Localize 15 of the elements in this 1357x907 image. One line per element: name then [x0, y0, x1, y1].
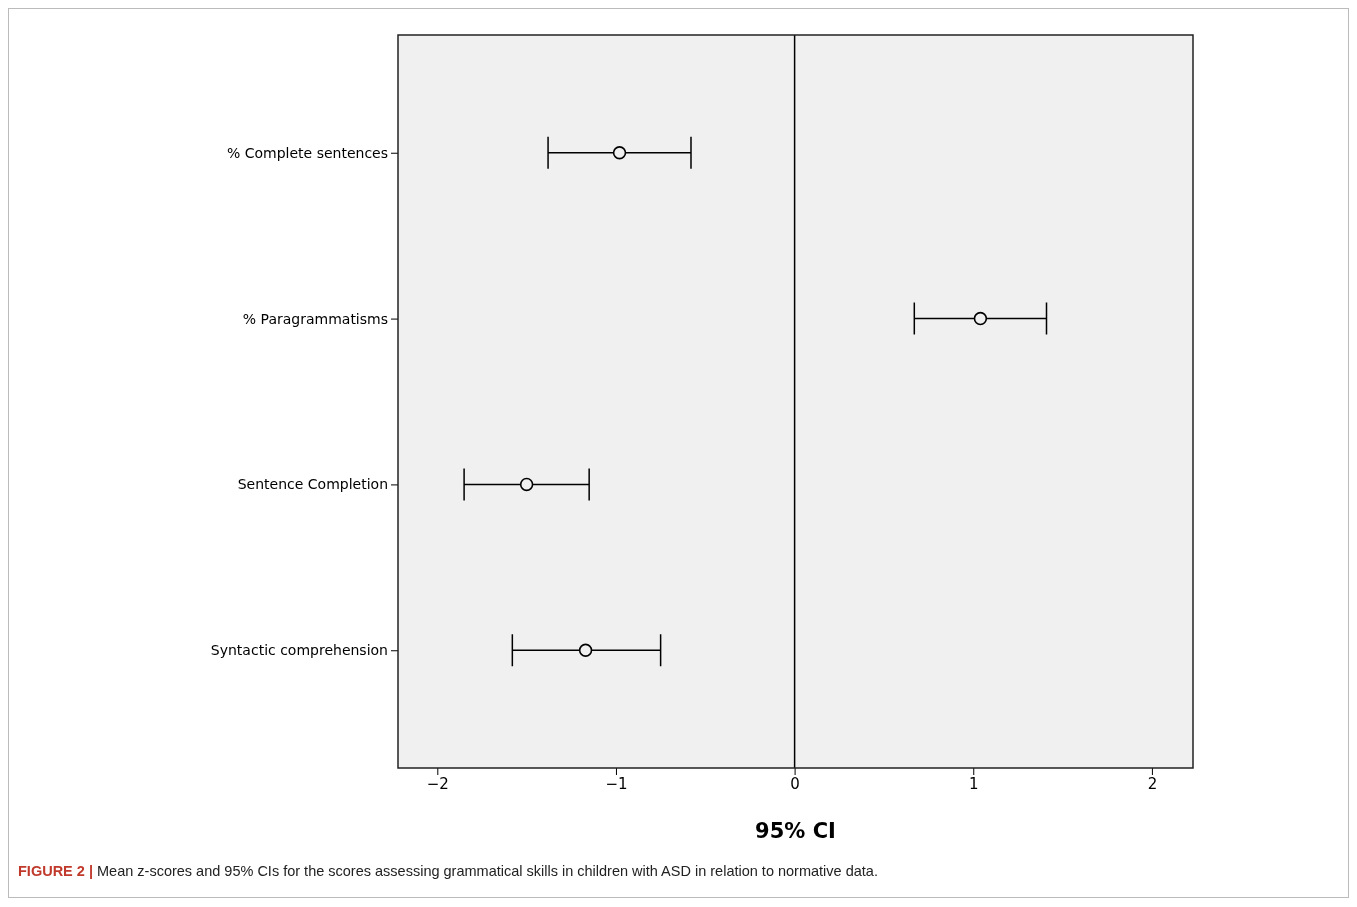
y-tick-label: Syntactic comprehension — [210, 642, 388, 659]
x-axis-title: 95% CI — [755, 819, 836, 843]
x-tick-label: 2 — [1147, 774, 1158, 793]
caption: FIGURE 2 | Mean z-scores and 95% CIs for the scores assessing grammatical skills in children with ASD in relation to normative data. — [18, 863, 878, 879]
x-tick-label: −1 — [605, 774, 628, 793]
x-tick-label: 1 — [968, 774, 979, 793]
point — [578, 643, 593, 657]
point — [612, 146, 627, 160]
point — [519, 477, 534, 492]
y-tick-label: Sentence Completion — [237, 476, 388, 493]
x-tick-label: 0 — [790, 774, 800, 793]
point — [973, 311, 988, 326]
y-tick-label: % Paragrammatisms — [242, 310, 388, 327]
y-tick-label: % Complete sentences — [226, 144, 388, 161]
x-tick-label: −2 — [426, 774, 449, 793]
